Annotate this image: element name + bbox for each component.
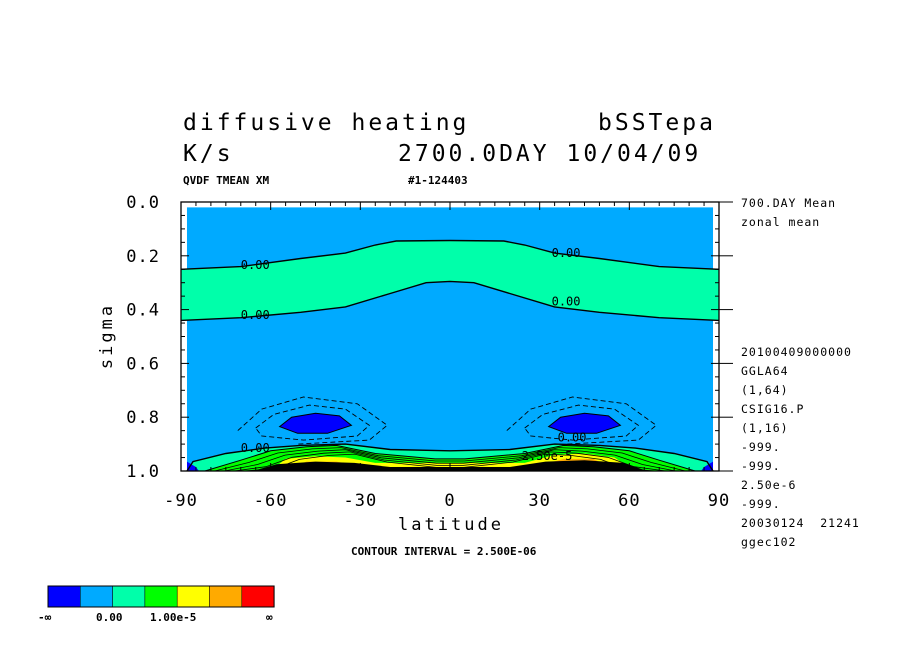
positive-band-upper	[181, 240, 719, 321]
side-info-line: CSIG16.P	[741, 402, 805, 416]
colorbar-swatch	[241, 585, 275, 608]
x-tick-label: 30	[528, 491, 550, 511]
y-axis-label: sigma	[97, 303, 117, 369]
negative-contour-dashed	[524, 404, 640, 441]
colorbar-swatch	[144, 585, 178, 608]
zero-contour-bottom	[186, 443, 714, 472]
mean-label: 700.DAY Mean	[741, 196, 837, 210]
contour-label: 0.00	[552, 246, 581, 260]
x-tick-label: -90	[164, 491, 198, 511]
dense-contour-layer	[252, 460, 648, 471]
x-tick-label: -30	[343, 491, 377, 511]
y-tick-label: 1.0	[126, 462, 160, 482]
contour-label: 2.50e-5	[522, 449, 573, 463]
side-info-line: 20100409000000	[741, 345, 852, 359]
zero-contour-upper	[180, 239, 720, 270]
y-tick-label: 0.6	[126, 354, 160, 374]
contour-label: 0.00	[241, 258, 270, 272]
contour-label: 0.00	[558, 430, 587, 444]
colorbar-swatch	[112, 585, 146, 608]
colorbar-frame	[47, 585, 275, 608]
y-tick-label: 0.0	[126, 193, 160, 213]
contour-interval: CONTOUR INTERVAL = 2.500E-06	[351, 545, 537, 558]
zero-contour-lower	[180, 280, 720, 322]
negative-minimum-1	[278, 412, 353, 434]
negative-contour-dashed	[237, 396, 388, 445]
y-tick-label: 0.2	[126, 247, 160, 267]
side-info-line: 20030124 21241	[741, 516, 860, 530]
colorbar-swatch	[176, 585, 210, 608]
side-info-line: -999.	[741, 459, 781, 473]
units-label: K/s	[183, 141, 234, 167]
colorbar-label-zero: 0.00	[96, 611, 123, 624]
contour-label: 0.00	[552, 295, 581, 309]
colorbar-label-max: 1.00e-5	[150, 611, 197, 624]
x-tick-label: 90	[708, 491, 730, 511]
negative-minimum-2	[547, 412, 622, 434]
side-info-line: (1,16)	[741, 421, 789, 435]
plot-title: diffusive heating	[183, 110, 470, 136]
y-tick-label: 0.4	[126, 301, 160, 321]
colorbar-swatch	[47, 585, 81, 608]
positive-contour	[204, 444, 696, 472]
side-info-line: (1,64)	[741, 383, 789, 397]
contour-label: 0.00	[241, 308, 270, 322]
variable-code: QVDF TMEAN XM	[183, 174, 270, 187]
contour-label: 0.00	[241, 441, 270, 455]
side-info-line: GGLA64	[741, 364, 789, 378]
side-info-line: -999.	[741, 497, 781, 511]
colorbar-swatch	[80, 585, 113, 608]
run-name: bSSTepa	[598, 110, 716, 136]
side-info-line: 2.50e-6	[741, 478, 797, 492]
side-info-line: ggec102	[741, 535, 797, 549]
positive-contour	[214, 447, 686, 472]
y-tick-label: 0.8	[126, 408, 160, 428]
colorbar-swatch	[209, 585, 243, 608]
x-tick-label: 0	[444, 491, 455, 511]
colorbar-label-pos-inf: ∞	[266, 611, 273, 624]
zonal-label: zonal mean	[741, 215, 821, 229]
run-id: #1-124403	[408, 174, 468, 187]
x-axis-label: latitude	[398, 515, 504, 535]
side-info-line: -999.	[741, 440, 781, 454]
negative-contour-dashed	[255, 404, 371, 441]
x-tick-label: -60	[254, 491, 288, 511]
time-stamp: 2700.0DAY 10/04/09	[398, 141, 702, 167]
negative-contour-dashed	[506, 396, 657, 445]
colorbar-label-neg-inf: -∞	[38, 611, 52, 624]
x-tick-label: 60	[618, 491, 640, 511]
